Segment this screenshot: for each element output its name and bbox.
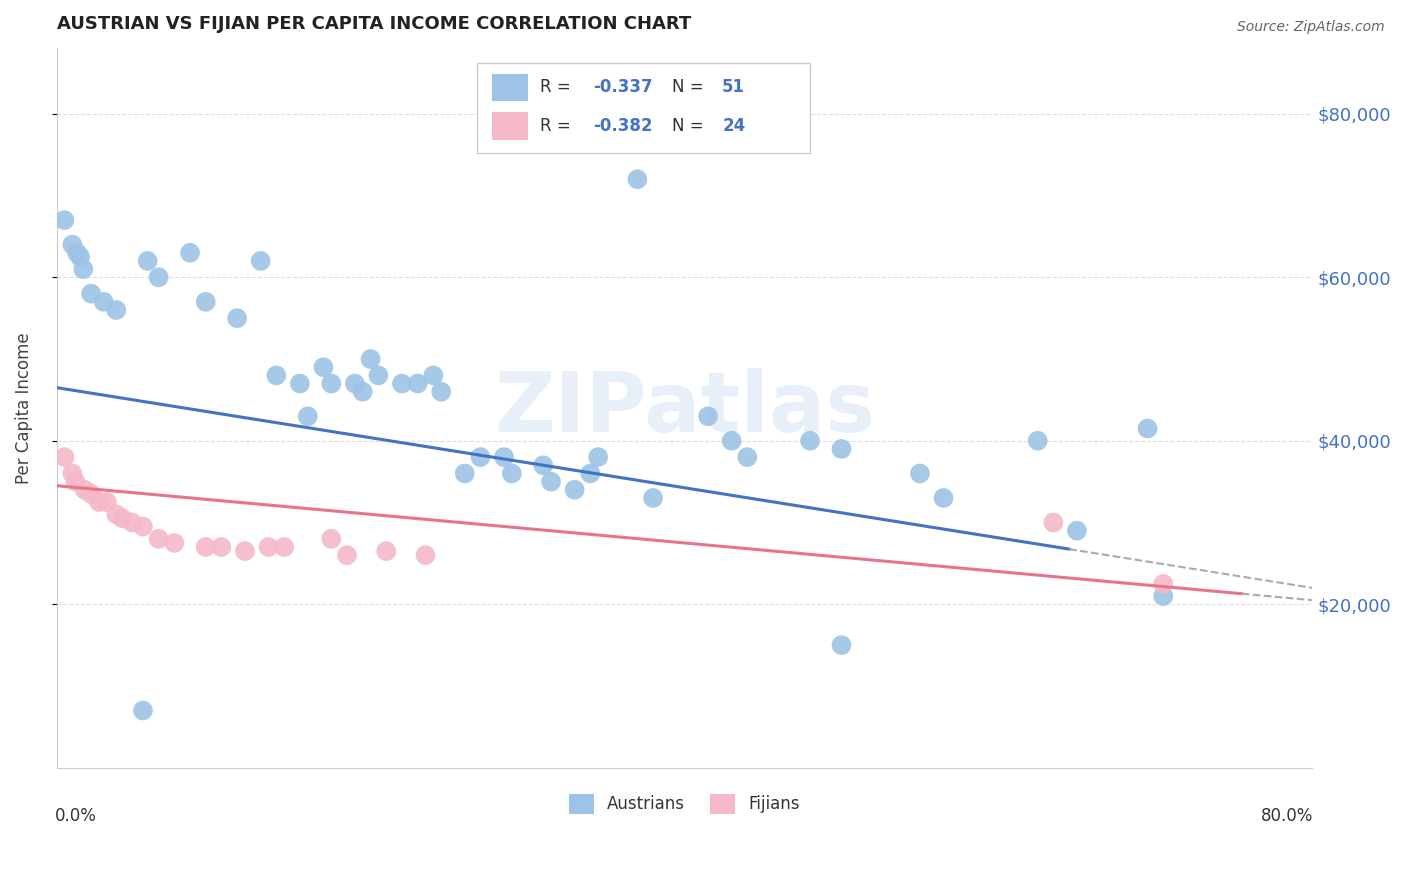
Point — [53, 450, 76, 464]
Point — [391, 376, 413, 391]
Bar — [492, 74, 527, 101]
Point — [367, 368, 389, 383]
Point — [564, 483, 586, 497]
Point — [105, 303, 128, 318]
Point — [312, 360, 335, 375]
Point — [735, 450, 758, 464]
Point — [531, 458, 554, 473]
Point — [87, 495, 110, 509]
Point — [111, 511, 134, 525]
Text: ZIPatlas: ZIPatlas — [494, 368, 875, 449]
Point — [422, 368, 444, 383]
Point — [65, 475, 87, 489]
Y-axis label: Per Capita Income: Per Capita Income — [15, 332, 32, 483]
Point — [1152, 576, 1174, 591]
Point — [163, 536, 186, 550]
Point — [148, 270, 170, 285]
Legend: Austrians, Fijians: Austrians, Fijians — [562, 787, 807, 821]
Point — [932, 491, 955, 505]
Point — [908, 467, 931, 481]
Point — [492, 450, 515, 464]
Point — [273, 540, 295, 554]
Bar — [492, 112, 527, 140]
Text: 24: 24 — [723, 117, 745, 135]
Point — [148, 532, 170, 546]
Point — [406, 376, 429, 391]
Point — [799, 434, 821, 448]
Text: Source: ZipAtlas.com: Source: ZipAtlas.com — [1237, 20, 1385, 34]
Text: -0.337: -0.337 — [593, 78, 652, 96]
Point — [360, 352, 382, 367]
Point — [80, 286, 103, 301]
Point — [579, 467, 602, 481]
Point — [626, 172, 648, 186]
Point — [209, 540, 232, 554]
Point — [226, 311, 249, 326]
Point — [132, 519, 155, 533]
Point — [830, 442, 852, 456]
Point — [60, 237, 83, 252]
Point — [105, 508, 128, 522]
Point — [830, 638, 852, 652]
Text: N =: N = — [672, 78, 709, 96]
Point — [266, 368, 288, 383]
Point — [80, 487, 103, 501]
Point — [179, 245, 201, 260]
Point — [540, 475, 562, 489]
Text: 80.0%: 80.0% — [1261, 807, 1313, 825]
Point — [132, 704, 155, 718]
Text: R =: R = — [540, 78, 576, 96]
Point — [1026, 434, 1049, 448]
Text: AUSTRIAN VS FIJIAN PER CAPITA INCOME CORRELATION CHART: AUSTRIAN VS FIJIAN PER CAPITA INCOME COR… — [56, 15, 690, 33]
Point — [321, 532, 343, 546]
Point — [233, 544, 256, 558]
FancyBboxPatch shape — [477, 62, 810, 153]
Point — [53, 213, 76, 227]
Point — [93, 294, 115, 309]
Point — [697, 409, 720, 424]
Point — [69, 250, 91, 264]
Point — [336, 548, 359, 562]
Point — [321, 376, 343, 391]
Point — [194, 294, 217, 309]
Point — [121, 516, 143, 530]
Point — [501, 467, 523, 481]
Point — [454, 467, 477, 481]
Point — [1066, 524, 1088, 538]
Point — [249, 254, 271, 268]
Point — [297, 409, 319, 424]
Point — [343, 376, 366, 391]
Point — [415, 548, 437, 562]
Point — [352, 384, 374, 399]
Point — [375, 544, 398, 558]
Point — [643, 491, 665, 505]
Point — [66, 245, 89, 260]
Point — [72, 262, 94, 277]
Point — [60, 467, 83, 481]
Point — [194, 540, 217, 554]
Point — [257, 540, 280, 554]
Point — [73, 483, 96, 497]
Point — [470, 450, 492, 464]
Text: 0.0%: 0.0% — [55, 807, 97, 825]
Point — [586, 450, 609, 464]
Text: R =: R = — [540, 117, 576, 135]
Text: N =: N = — [672, 117, 709, 135]
Point — [96, 495, 118, 509]
Text: 51: 51 — [723, 78, 745, 96]
Point — [720, 434, 742, 448]
Point — [136, 254, 159, 268]
Text: -0.382: -0.382 — [593, 117, 652, 135]
Point — [288, 376, 311, 391]
Point — [430, 384, 453, 399]
Point — [1042, 516, 1064, 530]
Point — [1152, 589, 1174, 603]
Point — [1136, 421, 1159, 435]
